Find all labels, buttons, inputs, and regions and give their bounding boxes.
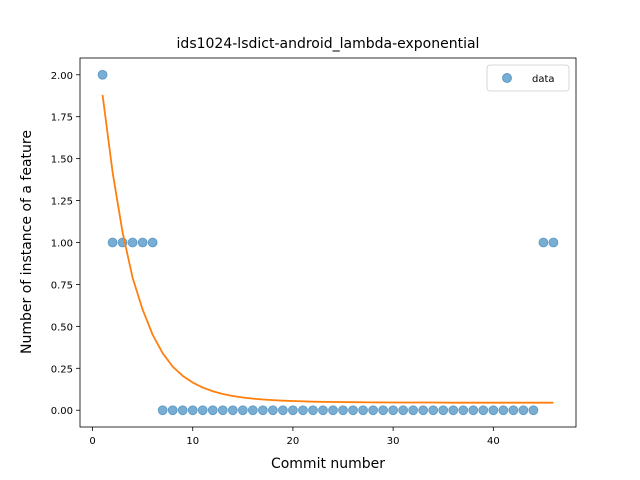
- data-point: [428, 405, 439, 416]
- data-point: [137, 237, 148, 248]
- x-tick-label: 30: [387, 436, 400, 447]
- data-point: [288, 405, 298, 416]
- data-point: [488, 405, 499, 416]
- data-point: [398, 405, 409, 416]
- data-point: [458, 405, 469, 416]
- data-point: [97, 69, 108, 80]
- data-point: [498, 405, 509, 416]
- data-point: [518, 405, 529, 416]
- data-point: [157, 405, 168, 416]
- y-tick-label: 1.50: [51, 155, 73, 166]
- data-point: [197, 405, 208, 416]
- y-tick-label: 2.00: [51, 71, 73, 82]
- data-point: [508, 405, 519, 416]
- data-point: [538, 237, 549, 248]
- data-point: [298, 405, 308, 416]
- y-tick-label: 0.00: [51, 406, 73, 417]
- y-tick-label: 1.00: [51, 239, 73, 250]
- data-point: [177, 405, 188, 416]
- data-point: [478, 405, 489, 416]
- fitted-curve: [101, 94, 554, 404]
- y-tick-label: 1.75: [51, 113, 73, 124]
- data-point: [167, 405, 178, 416]
- y-axis-title: Number of instance of a feature: [19, 130, 35, 354]
- chart-title: ids1024-lsdict-android_lambda-exponentia…: [177, 36, 480, 52]
- legend-marker: [502, 73, 512, 83]
- x-axis-title: Commit number: [271, 456, 385, 472]
- data-point: [278, 405, 288, 416]
- data-point: [187, 405, 198, 416]
- data-point: [468, 405, 479, 416]
- data-point: [378, 405, 389, 416]
- data-point: [368, 405, 378, 416]
- data-point: [328, 405, 338, 416]
- x-tick-label: 20: [287, 436, 300, 447]
- data-point: [237, 405, 248, 416]
- x-tick-label: 40: [487, 436, 500, 447]
- y-tick-label: 1.25: [51, 197, 73, 208]
- y-tick-label: 0.50: [51, 322, 73, 333]
- data-point: [147, 237, 158, 248]
- legend-box: [486, 64, 570, 92]
- data-point: [217, 405, 228, 416]
- data-point: [308, 405, 318, 416]
- data-point: [548, 237, 559, 248]
- data-point: [348, 405, 358, 416]
- y-tick-label: 0.25: [51, 364, 73, 375]
- x-tick-label: 10: [186, 436, 199, 447]
- data-point: [448, 405, 459, 416]
- data-point: [107, 237, 118, 248]
- legend-label: data: [532, 74, 555, 85]
- data-point: [438, 405, 449, 416]
- data-point: [227, 405, 238, 416]
- plot-area: 0 10 20 30 40 0.00 0.25 0.50 0.75 1.00 1.25 1.50 1.7…: [51, 57, 577, 447]
- x-tick-label: 0: [89, 436, 95, 447]
- data-point: [358, 405, 368, 416]
- data-point: [257, 405, 268, 416]
- data-point: [318, 405, 328, 416]
- data-point: [528, 405, 539, 416]
- data-point: [127, 237, 138, 248]
- y-tick-label: 0.75: [51, 280, 73, 291]
- data-point: [418, 405, 429, 416]
- data-point: [267, 405, 278, 416]
- data-point: [207, 405, 218, 416]
- data-point: [408, 405, 419, 416]
- data-point: [247, 405, 258, 416]
- data-point: [388, 405, 399, 416]
- data-point: [338, 405, 348, 416]
